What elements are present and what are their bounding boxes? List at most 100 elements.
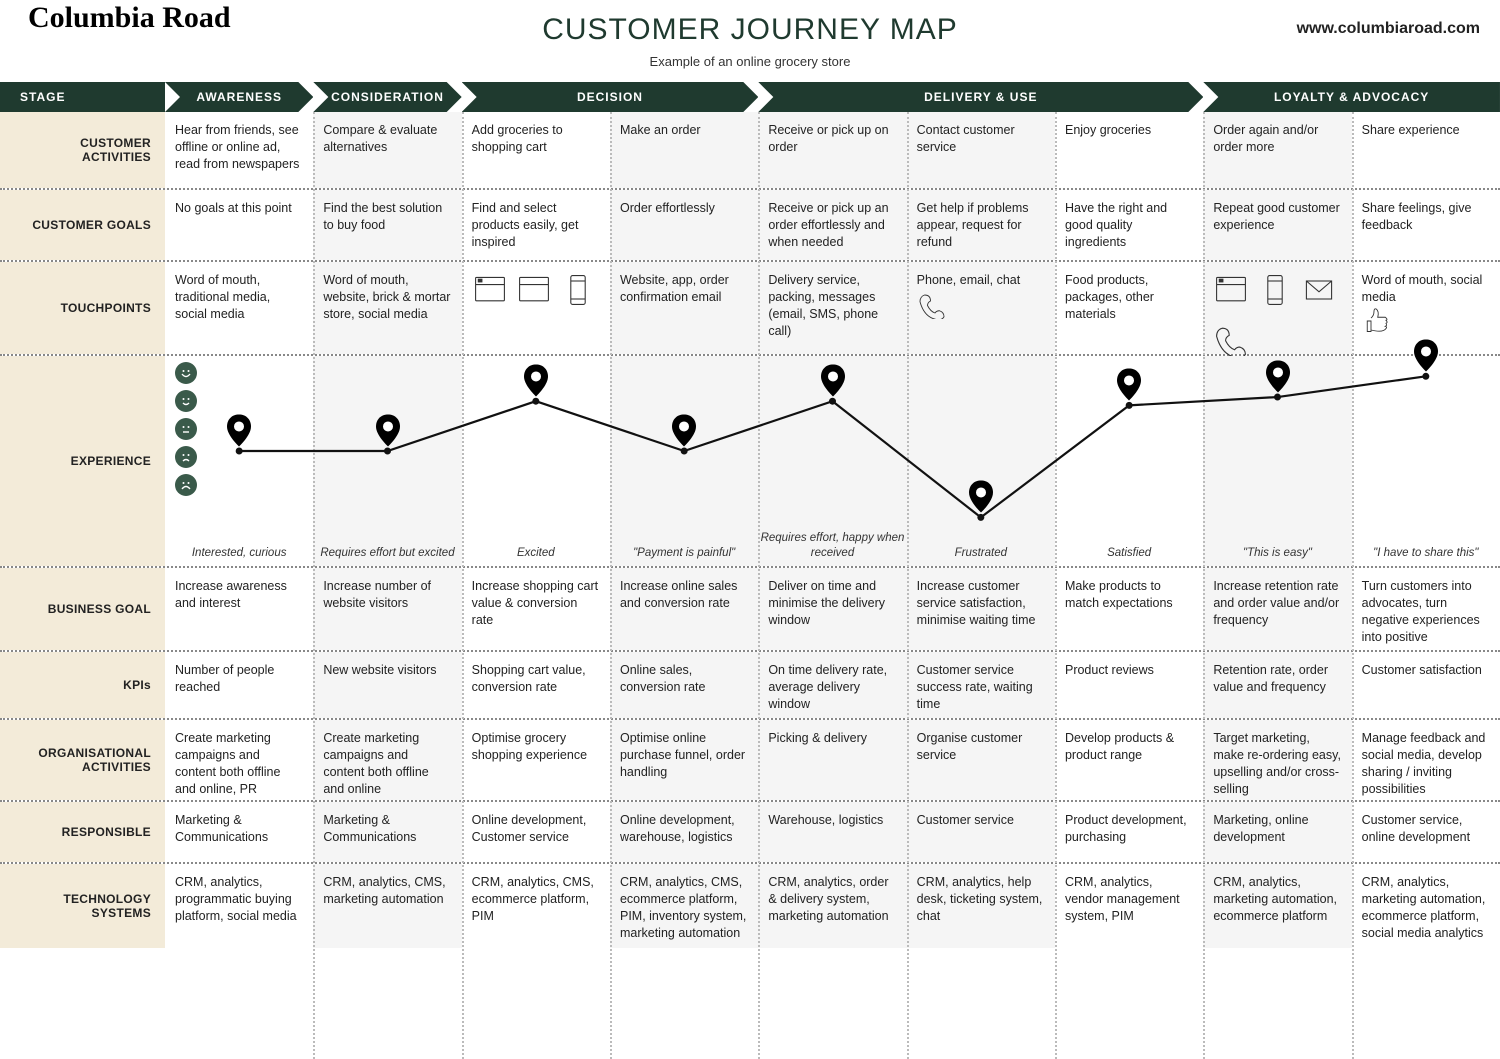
journey-grid: CUSTOMER ACTIVITIESHear from friends, se… — [0, 112, 1500, 948]
cell-resp-1: Marketing & Communications — [313, 802, 461, 862]
mail-icon — [1301, 272, 1337, 313]
phone-icon — [1257, 272, 1293, 313]
experience-caption-1: Requires effort but excited — [313, 546, 461, 562]
experience-caption-2: Excited — [462, 546, 610, 562]
page-subtitle: Example of an online grocery store — [0, 53, 1500, 71]
cell-resp-3: Online development, warehouse, logistics — [610, 802, 758, 862]
cell-org-7: Target marketing, make re-ordering easy,… — [1203, 720, 1351, 800]
cell-org-5: Organise customer service — [907, 720, 1055, 800]
cell-text: Phone, email, chat — [917, 272, 1045, 289]
cell-biz-2: Increase shopping cart value & conversio… — [462, 568, 610, 650]
stage-awareness: AWARENESS — [165, 82, 313, 112]
stage-decision: DECISION — [462, 82, 759, 112]
cell-org-2: Optimise grocery shopping experience — [462, 720, 610, 800]
stage-stage: STAGE — [0, 82, 165, 112]
cell-goals-4: Receive or pick up an order effortlessly… — [758, 190, 906, 260]
cell-touchpoints-7 — [1203, 262, 1351, 354]
cell-goals-7: Repeat good customer experience — [1203, 190, 1351, 260]
cell-biz-0: Increase awareness and interest — [165, 568, 313, 650]
cell-kpi-3: Online sales, conversion rate — [610, 652, 758, 718]
cell-resp-8: Customer service, online development — [1352, 802, 1500, 862]
cell-touchpoints-4: Delivery service, packing, messages (ema… — [758, 262, 906, 354]
cell-resp-5: Customer service — [907, 802, 1055, 862]
cell-goals-1: Find the best solution to buy food — [313, 190, 461, 260]
cell-org-6: Develop products & product range — [1055, 720, 1203, 800]
site-url: www.columbiaroad.com — [1297, 18, 1480, 40]
experience-pin-6-icon — [1117, 369, 1141, 406]
experience-pin-1-icon — [376, 414, 400, 451]
experience-caption-5: Frustrated — [907, 546, 1055, 562]
cell-touchpoints-1: Word of mouth, website, brick & mortar s… — [313, 262, 461, 354]
browser-icon — [472, 272, 508, 313]
cell-goals-8: Share feelings, give feedback — [1352, 190, 1500, 260]
cell-org-4: Picking & delivery — [758, 720, 906, 800]
cell-resp-7: Marketing, online development — [1203, 802, 1351, 862]
stage-bar: STAGEAWARENESSCONSIDERATIONDECISIONDELIV… — [0, 82, 1500, 112]
phone-icon — [560, 272, 596, 313]
row-label-resp: RESPONSIBLE — [0, 802, 165, 862]
cell-tech-0: CRM, analytics, programmatic buying plat… — [165, 864, 313, 948]
experience-caption-6: Satisfied — [1055, 546, 1203, 562]
cell-goals-5: Get help if problems appear, request for… — [907, 190, 1055, 260]
experience-pin-7-icon — [1266, 361, 1290, 398]
stage-consideration: CONSIDERATION — [313, 82, 461, 112]
cell-tech-6: CRM, analytics, vendor management system… — [1055, 864, 1203, 948]
experience-scale-faces — [175, 362, 197, 496]
cell-tech-4: CRM, analytics, order & delivery system,… — [758, 864, 906, 948]
cell-org-1: Create marketing campaigns and content b… — [313, 720, 461, 800]
row-label-activities: CUSTOMER ACTIVITIES — [0, 112, 165, 188]
touchpoint-icons — [1362, 306, 1490, 341]
cell-kpi-5: Customer service success rate, waiting t… — [907, 652, 1055, 718]
face-very_happy-icon — [175, 362, 197, 384]
experience-caption-3: "Payment is painful" — [610, 546, 758, 562]
cell-biz-3: Increase online sales and conversion rat… — [610, 568, 758, 650]
cell-activities-5: Contact customer service — [907, 112, 1055, 188]
cell-biz-1: Increase number of website visitors — [313, 568, 461, 650]
cell-tech-3: CRM, analytics, CMS, ecommerce platform,… — [610, 864, 758, 948]
cell-activities-0: Hear from friends, see offline or online… — [165, 112, 313, 188]
cell-activities-8: Share experience — [1352, 112, 1500, 188]
experience-cell-8: "I have to share this" — [1352, 356, 1500, 566]
cell-org-8: Manage feedback and social media, develo… — [1352, 720, 1500, 800]
header: Columbia Road CUSTOMER JOURNEY MAP Examp… — [0, 0, 1500, 82]
cell-goals-2: Find and select products easily, get ins… — [462, 190, 610, 260]
cell-touchpoints-3: Website, app, order confirmation email — [610, 262, 758, 354]
face-sad-icon — [175, 446, 197, 468]
brand-logo: Columbia Road — [28, 6, 231, 30]
cell-tech-7: CRM, analytics, marketing automation, ec… — [1203, 864, 1351, 948]
cell-kpi-6: Product reviews — [1055, 652, 1203, 718]
browser2-icon — [516, 272, 552, 313]
experience-cell-5: Frustrated — [907, 356, 1055, 566]
handset-icon — [917, 289, 947, 324]
cell-org-0: Create marketing campaigns and content b… — [165, 720, 313, 800]
touchpoint-icons — [917, 289, 1045, 324]
experience-pin-5-icon — [969, 481, 993, 518]
stage-delivery-use: DELIVERY & USE — [758, 82, 1203, 112]
cell-tech-2: CRM, analytics, CMS, ecommerce platform,… — [462, 864, 610, 948]
cell-resp-6: Product development, purchasing — [1055, 802, 1203, 862]
cell-touchpoints-0: Word of mouth, traditional media, social… — [165, 262, 313, 354]
row-label-touchpoints: TOUCHPOINTS — [0, 262, 165, 354]
experience-caption-7: "This is easy" — [1203, 546, 1351, 562]
experience-pin-8-icon — [1414, 340, 1438, 377]
cell-tech-5: CRM, analytics, help desk, ticketing sys… — [907, 864, 1055, 948]
experience-caption-4: Requires effort, happy when received — [758, 531, 906, 562]
cell-resp-4: Warehouse, logistics — [758, 802, 906, 862]
cell-org-3: Optimise online purchase funnel, order h… — [610, 720, 758, 800]
experience-cell-3: "Payment is painful" — [610, 356, 758, 566]
cell-tech-1: CRM, analytics, CMS, marketing automatio… — [313, 864, 461, 948]
cell-resp-2: Online development, Customer service — [462, 802, 610, 862]
row-label-goals: CUSTOMER GOALS — [0, 190, 165, 260]
face-neutral-icon — [175, 418, 197, 440]
cell-biz-4: Deliver on time and minimise the deliver… — [758, 568, 906, 650]
cell-text: Word of mouth, social media — [1362, 272, 1490, 306]
thumb-icon — [1362, 306, 1392, 341]
cell-activities-4: Receive or pick up on order — [758, 112, 906, 188]
cell-kpi-8: Customer satisfaction — [1352, 652, 1500, 718]
cell-activities-2: Add groceries to shopping cart — [462, 112, 610, 188]
cell-biz-7: Increase retention rate and order value … — [1203, 568, 1351, 650]
cell-touchpoints-2 — [462, 262, 610, 354]
cell-touchpoints-5: Phone, email, chat — [907, 262, 1055, 354]
browser-icon — [1213, 272, 1249, 313]
experience-pin-3-icon — [672, 414, 696, 451]
